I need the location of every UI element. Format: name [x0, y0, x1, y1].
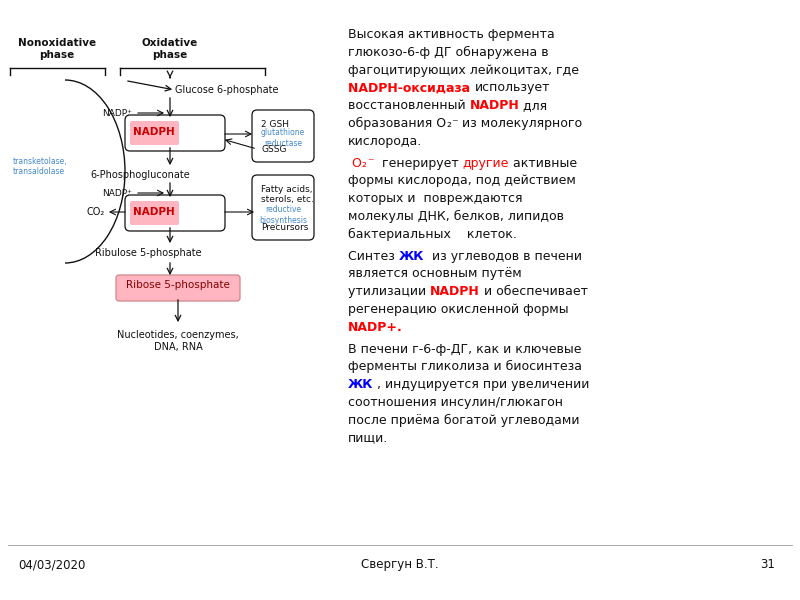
Text: ЖК: ЖК [399, 250, 424, 263]
Text: из молекулярного: из молекулярного [458, 117, 582, 130]
Text: молекулы ДНК, белков, липидов: молекулы ДНК, белков, липидов [348, 210, 564, 223]
Text: 04/03/2020: 04/03/2020 [18, 558, 86, 571]
Text: ₂: ₂ [446, 117, 451, 130]
Text: ⁻: ⁻ [451, 117, 458, 130]
Text: Precursors: Precursors [261, 223, 308, 232]
FancyBboxPatch shape [130, 121, 179, 145]
Text: генерирует: генерирует [374, 157, 462, 170]
FancyBboxPatch shape [125, 115, 225, 151]
Text: Fatty acids,
sterols, etc.: Fatty acids, sterols, etc. [261, 185, 314, 205]
Text: Glucose 6-phosphate: Glucose 6-phosphate [175, 85, 278, 95]
Text: NADPH: NADPH [133, 207, 175, 217]
Text: NADP⁺: NADP⁺ [102, 188, 132, 197]
Text: бактериальных    клеток.: бактериальных клеток. [348, 228, 517, 241]
Text: кислорода.: кислорода. [348, 135, 422, 148]
Text: NADPH-оксидаза: NADPH-оксидаза [348, 82, 474, 94]
Text: и обеспечивает: и обеспечивает [480, 285, 588, 298]
Text: после приёма богатой углеводами: после приёма богатой углеводами [348, 414, 579, 427]
Text: CO₂: CO₂ [86, 207, 105, 217]
Text: которых и  повреждаются: которых и повреждаются [348, 192, 522, 205]
Text: О: О [348, 157, 362, 170]
FancyBboxPatch shape [252, 110, 314, 162]
Text: ферменты гликолиза и биосинтеза: ферменты гликолиза и биосинтеза [348, 361, 582, 373]
Text: ⁻: ⁻ [367, 157, 374, 170]
Text: формы кислорода, под действием: формы кислорода, под действием [348, 175, 576, 187]
Text: 2 GSH: 2 GSH [261, 120, 289, 129]
Text: ₂: ₂ [362, 157, 367, 170]
Text: 6-Phosphogluconate: 6-Phosphogluconate [90, 170, 190, 180]
FancyBboxPatch shape [252, 175, 314, 240]
Text: Oxidative
phase: Oxidative phase [142, 38, 198, 61]
Text: , индуцируется при увеличении: , индуцируется при увеличении [374, 378, 590, 391]
Text: Ribulose 5-phosphate: Ribulose 5-phosphate [95, 248, 202, 258]
Text: для: для [519, 99, 547, 112]
Text: другие: другие [462, 157, 509, 170]
Text: Свергун В.Т.: Свергун В.Т. [361, 558, 439, 571]
Text: transketolase,
transaldolase: transketolase, transaldolase [13, 157, 68, 176]
Text: пищи.: пищи. [348, 431, 388, 445]
Text: Синтез: Синтез [348, 250, 399, 263]
Text: NADPH: NADPH [470, 99, 519, 112]
Text: является основным путём: является основным путём [348, 268, 522, 280]
Text: Высокая активность фермента: Высокая активность фермента [348, 28, 554, 41]
Text: Ribose 5-phosphate: Ribose 5-phosphate [126, 280, 230, 290]
Text: NADP⁺: NADP⁺ [102, 109, 132, 118]
Text: Nucleotides, coenzymes,
DNA, RNA: Nucleotides, coenzymes, DNA, RNA [117, 330, 239, 352]
Text: GSSG: GSSG [261, 145, 286, 154]
Text: восстановленный: восстановленный [348, 99, 470, 112]
Text: 31: 31 [760, 558, 775, 571]
Text: регенерацию окисленной формы: регенерацию окисленной формы [348, 303, 569, 316]
FancyBboxPatch shape [125, 195, 225, 231]
Text: из углеводов в печени: из углеводов в печени [424, 250, 582, 263]
Text: В печени г-6-ф-ДГ, как и ключевые: В печени г-6-ф-ДГ, как и ключевые [348, 343, 582, 356]
Text: использует: использует [474, 82, 550, 94]
Text: соотношения инсулин/глюкагон: соотношения инсулин/глюкагон [348, 396, 563, 409]
Text: glutathione
reductase: glutathione reductase [261, 128, 305, 148]
Text: глюкозо-6-ф ДГ обнаружена в: глюкозо-6-ф ДГ обнаружена в [348, 46, 549, 59]
Text: образования О: образования О [348, 117, 446, 130]
Text: NADPH: NADPH [430, 285, 480, 298]
Text: Nonoxidative
phase: Nonoxidative phase [18, 38, 96, 61]
Text: NADPH: NADPH [133, 127, 175, 137]
Text: NADP+.: NADP+. [348, 321, 402, 334]
Text: утилизации: утилизации [348, 285, 430, 298]
Text: reductive
biosynthesis: reductive biosynthesis [259, 205, 307, 224]
FancyBboxPatch shape [116, 275, 240, 301]
Text: фагоцитирующих лейкоцитах, где: фагоцитирующих лейкоцитах, где [348, 64, 579, 77]
Text: активные: активные [509, 157, 577, 170]
Text: ЖК: ЖК [348, 378, 374, 391]
FancyBboxPatch shape [130, 201, 179, 225]
